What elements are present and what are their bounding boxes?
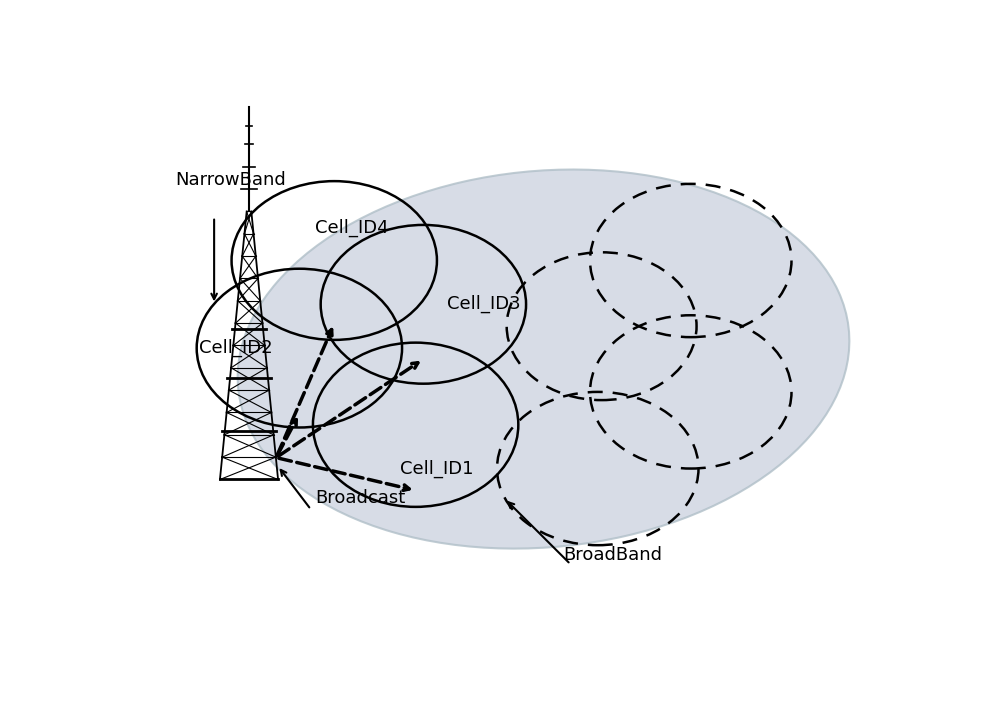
Text: NarrowBand: NarrowBand [175, 171, 286, 189]
Text: Cell_ID1: Cell_ID1 [400, 459, 474, 478]
Text: Cell_ID3: Cell_ID3 [447, 295, 520, 314]
Text: BroadBand: BroadBand [563, 546, 662, 565]
Text: Cell_ID4: Cell_ID4 [315, 218, 388, 237]
Text: Cell_ID2: Cell_ID2 [199, 339, 272, 357]
Text: Broadcast: Broadcast [315, 489, 405, 507]
Ellipse shape [238, 169, 849, 549]
